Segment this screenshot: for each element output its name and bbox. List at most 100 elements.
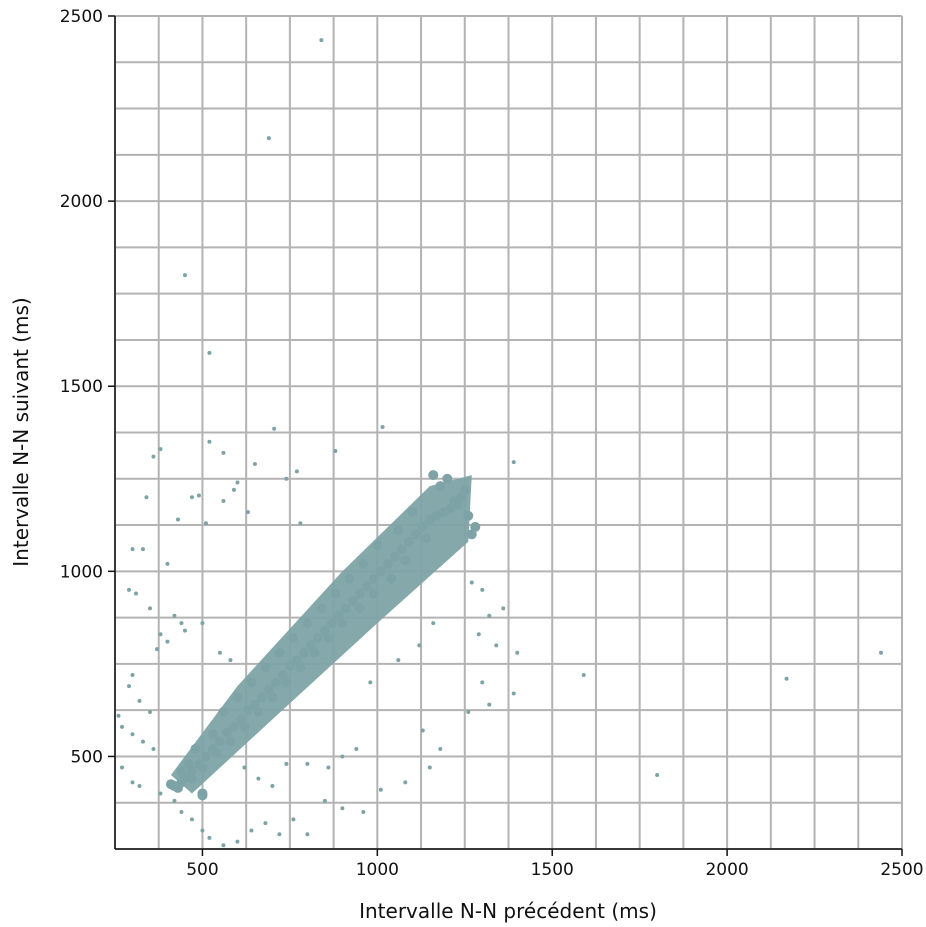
data-point — [378, 787, 383, 792]
data-point — [158, 791, 163, 796]
data-point — [340, 806, 345, 811]
data-point — [196, 493, 201, 498]
axes — [114, 16, 902, 850]
data-point — [396, 658, 401, 663]
data-point — [511, 460, 516, 465]
data-point — [179, 809, 184, 814]
data-point — [137, 698, 142, 703]
data-point — [147, 710, 152, 715]
data-point — [428, 470, 439, 481]
data-point — [427, 765, 432, 770]
data-point — [116, 713, 121, 718]
data-point — [298, 521, 303, 526]
data-point — [487, 613, 492, 618]
dense-point-cloud — [170, 475, 472, 794]
data-point — [480, 680, 485, 685]
data-point — [130, 672, 135, 677]
data-point — [305, 761, 310, 766]
data-point — [470, 521, 481, 532]
data-point — [133, 591, 138, 596]
data-point — [172, 613, 177, 618]
x-tick-label: 1500 — [531, 860, 574, 880]
data-point — [284, 476, 289, 481]
data-point — [137, 784, 142, 789]
data-point — [333, 449, 338, 454]
x-tick-label: 500 — [186, 860, 218, 880]
data-point — [294, 469, 299, 474]
data-point — [319, 38, 324, 43]
data-point — [221, 843, 226, 848]
y-tick-label: 2500 — [60, 7, 103, 27]
data-point — [879, 650, 884, 655]
data-point — [515, 650, 520, 655]
x-tick-label: 2500 — [880, 860, 923, 880]
y-tick-label: 1500 — [60, 377, 103, 397]
data-point — [140, 739, 145, 744]
y-tick-label: 500 — [71, 747, 103, 767]
data-point — [235, 839, 240, 844]
data-point — [203, 521, 208, 526]
y-axis-ticks: 500 1000 1500 2000 2500 — [60, 7, 115, 767]
data-point — [252, 461, 257, 466]
data-point — [207, 350, 212, 355]
data-point — [126, 587, 131, 592]
data-point — [784, 676, 789, 681]
data-point — [256, 776, 261, 781]
data-point — [480, 587, 485, 592]
data-point — [189, 817, 194, 822]
data-point — [361, 809, 366, 814]
y-tick-label: 2000 — [60, 192, 103, 212]
data-point — [476, 632, 481, 637]
data-point — [420, 728, 425, 733]
data-point — [228, 658, 233, 663]
data-point — [466, 529, 477, 540]
data-point — [263, 821, 268, 826]
data-point — [270, 784, 275, 789]
data-point — [242, 765, 247, 770]
data-point — [249, 828, 254, 833]
data-point — [277, 832, 282, 837]
data-point — [466, 710, 471, 715]
data-points — [116, 38, 884, 848]
data-point — [291, 817, 296, 822]
data-point — [305, 832, 310, 837]
data-point — [130, 732, 135, 737]
data-point — [165, 639, 170, 644]
x-axis-title: Intervalle N-N précédent (ms) — [359, 899, 657, 923]
data-point — [380, 424, 385, 429]
data-point — [182, 273, 187, 278]
data-point — [158, 632, 163, 637]
data-point — [469, 580, 474, 585]
data-point — [144, 495, 149, 500]
data-point — [511, 691, 516, 696]
data-point — [266, 136, 271, 141]
data-point — [165, 561, 170, 566]
data-point — [231, 487, 236, 492]
data-point — [340, 754, 345, 759]
y-tick-label: 1000 — [60, 562, 103, 582]
data-point — [154, 647, 159, 652]
data-point — [130, 780, 135, 785]
data-point — [175, 517, 180, 522]
data-point — [200, 621, 205, 626]
data-point — [179, 621, 184, 626]
data-point — [140, 547, 145, 552]
data-point — [119, 724, 124, 729]
data-point — [487, 702, 492, 707]
data-point — [200, 828, 205, 833]
data-point — [368, 680, 373, 685]
data-point — [182, 628, 187, 633]
data-point — [189, 495, 194, 500]
x-tick-label: 2000 — [705, 860, 748, 880]
data-point — [581, 672, 586, 677]
y-axis-title: Intervalle N-N suivant (ms) — [9, 297, 33, 566]
data-point — [130, 547, 135, 552]
data-point — [284, 761, 289, 766]
data-point — [158, 447, 163, 452]
data-point — [147, 606, 152, 611]
data-point — [126, 684, 131, 689]
data-point — [151, 454, 156, 459]
data-point — [245, 510, 250, 515]
data-point — [197, 790, 208, 801]
